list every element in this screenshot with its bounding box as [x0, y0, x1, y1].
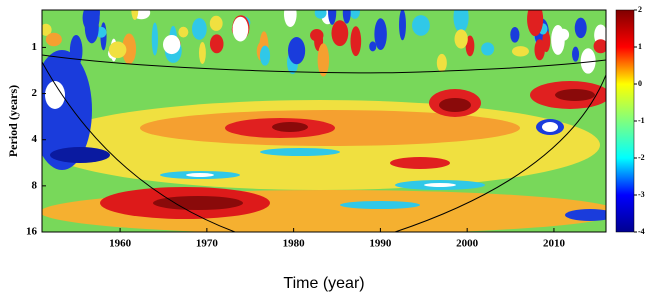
power-field [32, 0, 620, 234]
y-tick-label: 2 [32, 87, 38, 99]
y-tick-label: 4 [32, 133, 38, 145]
colorbar-tick-label: 2 [638, 5, 642, 14]
x-tick-label: 2010 [543, 238, 566, 250]
colorbar-tick-label: 1 [638, 42, 642, 51]
x-tick-label: 2000 [456, 238, 479, 250]
x-tick-label: 1970 [196, 238, 219, 250]
colorbar-tick-label: -3 [638, 190, 645, 199]
colorbar-tick-label: 0 [638, 79, 642, 88]
x-tick-label: 1990 [369, 238, 392, 250]
y-tick-label: 8 [32, 179, 38, 191]
y-tick-label: 1 [32, 41, 38, 53]
y-axis-label: Period (years) [6, 85, 20, 157]
colorbar-tick-label: -4 [638, 227, 645, 236]
colorbar-tick-label: -1 [638, 116, 645, 125]
x-tick-label: 1980 [283, 238, 306, 250]
colorbar-tick-label: -2 [638, 153, 645, 162]
chart: Period (years) Time (year) 1960 1970 1980 1… [0, 0, 648, 298]
x-tick-label: 1960 [109, 238, 132, 250]
colorbar [616, 10, 634, 232]
y-tick-label: 16 [26, 226, 38, 238]
x-axis-label: Time (year) [283, 275, 364, 292]
